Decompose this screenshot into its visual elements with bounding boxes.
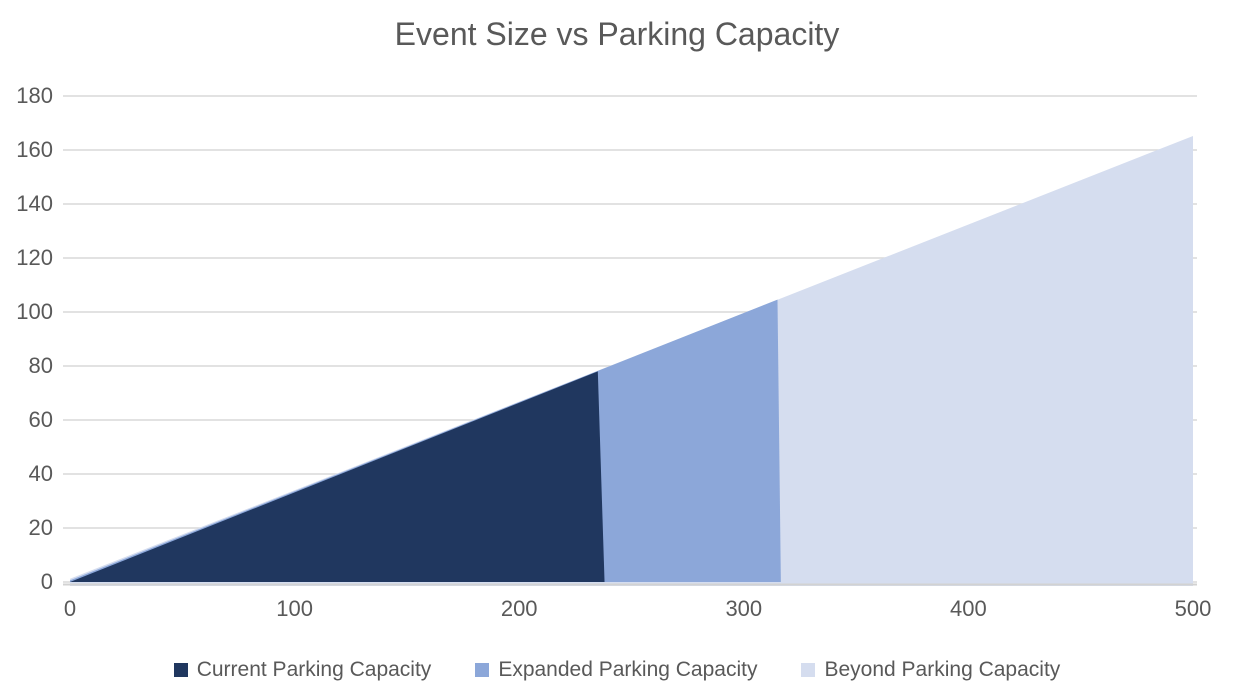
x-tick-label-100: 100	[276, 596, 313, 621]
x-tick-label-300: 300	[725, 596, 763, 621]
legend-swatch-icon	[801, 663, 816, 677]
y-tick-label-180: 180	[16, 83, 53, 108]
legend-label: Current Parking Capacity	[196, 658, 432, 681]
legend-item-beyond-parking-capacity: Beyond Parking Capacity	[801, 658, 1060, 682]
legend-label: Beyond Parking Capacity	[824, 658, 1061, 681]
legend-item-current-parking-capacity: Current Parking Capacity	[173, 658, 432, 682]
y-tick-label-0: 0	[40, 569, 53, 594]
legend: Current Parking Capacity Expanded Parking…	[0, 658, 1234, 682]
area-current-parking-capacity	[70, 371, 605, 582]
x-tick-label-200: 200	[500, 596, 538, 621]
legend-item-expanded-parking-capacity: Expanded Parking Capacity	[475, 658, 757, 682]
y-tick-label-160: 160	[16, 137, 53, 162]
y-tick-label-100: 100	[16, 299, 53, 324]
x-tick-label-400: 400	[950, 596, 987, 621]
y-tick-label-60: 60	[28, 407, 53, 432]
legend-swatch-icon	[475, 663, 490, 677]
x-tick-label-500: 500	[1174, 596, 1212, 621]
legend-label: Expanded Parking Capacity	[498, 658, 758, 681]
legend-swatch-icon	[173, 663, 188, 677]
y-tick-label-40: 40	[28, 461, 53, 486]
x-tick-label-0: 0	[63, 596, 77, 621]
y-tick-label-20: 20	[28, 515, 53, 540]
y-tick-label-120: 120	[16, 245, 53, 270]
chart-title: Event Size vs Parking Capacity	[394, 16, 840, 52]
y-tick-label-140: 140	[16, 191, 53, 216]
y-tick-label-80: 80	[28, 353, 53, 378]
